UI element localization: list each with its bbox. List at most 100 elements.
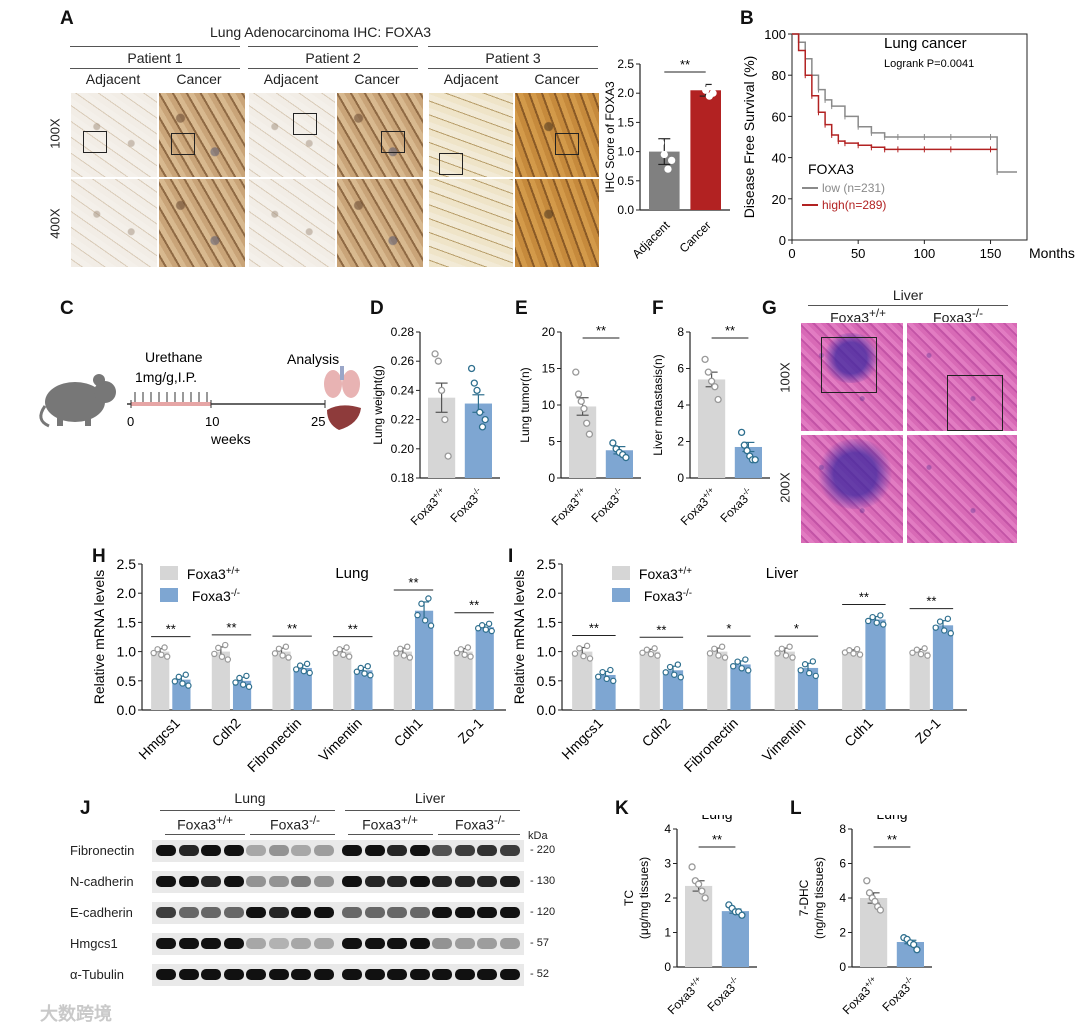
a-bar	[690, 90, 721, 210]
i-data-point	[913, 646, 921, 653]
wb-band	[454, 969, 475, 980]
i-data-point	[603, 675, 610, 683]
k-ytick-label: 2	[664, 891, 671, 905]
d-data-point	[467, 364, 476, 373]
l-data-point	[910, 940, 918, 949]
d-data-point	[431, 350, 439, 358]
wb-band	[387, 907, 407, 918]
d-data-point	[441, 415, 449, 424]
ihc-p2-adjacent-400x	[248, 178, 336, 268]
h-bar	[414, 610, 434, 710]
i-data-point	[909, 649, 916, 656]
d-data-point	[444, 452, 452, 460]
patient3-line	[428, 46, 598, 47]
h-data-point	[357, 664, 364, 672]
wb-band	[313, 969, 334, 980]
d-data-point	[481, 415, 489, 424]
h-data-point	[336, 646, 343, 653]
h-data-point	[211, 650, 218, 658]
ihc-p1-adjacent-400x	[70, 178, 158, 268]
i-data-point	[643, 646, 651, 653]
l-y-label: 7-DHC	[797, 879, 811, 916]
wb-protein-label: α-Tubulin	[70, 967, 124, 982]
i-legend-label: Foxa3-/-	[644, 588, 692, 604]
wb-band	[313, 938, 334, 949]
e-significance: **	[596, 323, 606, 338]
wb-band	[342, 845, 362, 856]
patient1-underline	[70, 68, 240, 69]
f-data-point	[704, 368, 712, 376]
ihc-p1-cancer-400x	[158, 178, 246, 268]
e-ytick-label: 10	[542, 398, 556, 412]
h-data-point	[179, 680, 186, 687]
k-data-point	[688, 863, 696, 871]
p2-adjacent-label: Adjacent	[263, 71, 319, 87]
wb-liver-title: Liver	[414, 790, 446, 806]
h-data-point	[367, 672, 374, 679]
wb-band	[342, 969, 362, 980]
h-bar	[272, 651, 291, 710]
b-ytick-label: 80	[772, 68, 786, 83]
h-data-point	[340, 651, 347, 659]
wb-liver-wt: Foxa3+/+	[362, 814, 418, 833]
h-x-label: Cdh1	[391, 715, 426, 750]
i-ytick-label: 0.5	[537, 673, 557, 689]
h-data-point	[224, 656, 232, 663]
i-bar	[842, 651, 863, 710]
i-y-label: Relative mRNA levels	[511, 570, 527, 705]
h-x-label: Cdh2	[209, 715, 244, 750]
h-significance: **	[166, 622, 176, 637]
k-data-point	[698, 887, 706, 895]
wb-kda-header: kDa	[528, 830, 548, 842]
a-ytick-label: 0.5	[617, 174, 634, 188]
k-ytick-label: 1	[664, 926, 671, 940]
schematic-c: Urethane 1mg/g,I.P. Analysis 0 10 25 wee…	[39, 349, 361, 447]
wb-band	[313, 845, 334, 856]
i-data-point	[607, 666, 614, 674]
wb-band	[291, 969, 311, 980]
wb-liver-strip	[338, 840, 524, 862]
wb-liver-line	[345, 810, 520, 811]
f-data-point	[711, 383, 719, 391]
wb-band	[454, 845, 475, 856]
h-data-point	[185, 682, 192, 689]
p3-cancer-label: Cancer	[534, 71, 580, 87]
wb-band	[246, 876, 266, 887]
i-bar	[707, 651, 728, 710]
wb-band	[201, 938, 221, 949]
wb-liver-strip	[338, 871, 524, 893]
h-data-point	[163, 653, 171, 660]
chart-b: 0 20 40 60 80 100 0 50 100 150 Months Disease Free …	[741, 27, 1075, 261]
wb-band	[364, 907, 385, 918]
h-bar	[454, 651, 473, 710]
wb-band	[342, 876, 362, 887]
ihc-p3-adjacent-400x	[428, 178, 514, 268]
i-data-point	[936, 618, 944, 625]
wb-lung-title: Lung	[234, 790, 266, 806]
h-data-point	[418, 600, 425, 607]
i-data-point	[711, 645, 718, 652]
i-data-point	[715, 652, 722, 659]
wb-band	[409, 907, 430, 918]
h-significance: **	[469, 598, 479, 613]
wb-band	[499, 845, 520, 856]
f-data-point	[707, 377, 716, 385]
row-400x-label: 400X	[47, 208, 63, 239]
l-title: Lung	[876, 815, 907, 822]
i-data-point	[806, 669, 813, 677]
panel-g-row-100x: 100X	[777, 362, 793, 393]
wb-band	[291, 845, 311, 856]
h-title: Lung	[335, 565, 368, 582]
b-ytick-label: 40	[772, 151, 786, 166]
wb-lung-wt: Foxa3+/+	[177, 814, 233, 833]
h-data-point	[361, 670, 368, 677]
i-data-point	[738, 665, 745, 672]
h-data-point	[414, 611, 421, 619]
patient3-label: Patient 3	[485, 50, 541, 66]
wb-band	[454, 938, 475, 949]
a-data-point	[694, 74, 703, 83]
wb-lung-strip	[152, 871, 338, 893]
i-significance: **	[926, 594, 936, 609]
b-xtick-label: 50	[851, 246, 865, 261]
h-data-point	[215, 644, 222, 652]
